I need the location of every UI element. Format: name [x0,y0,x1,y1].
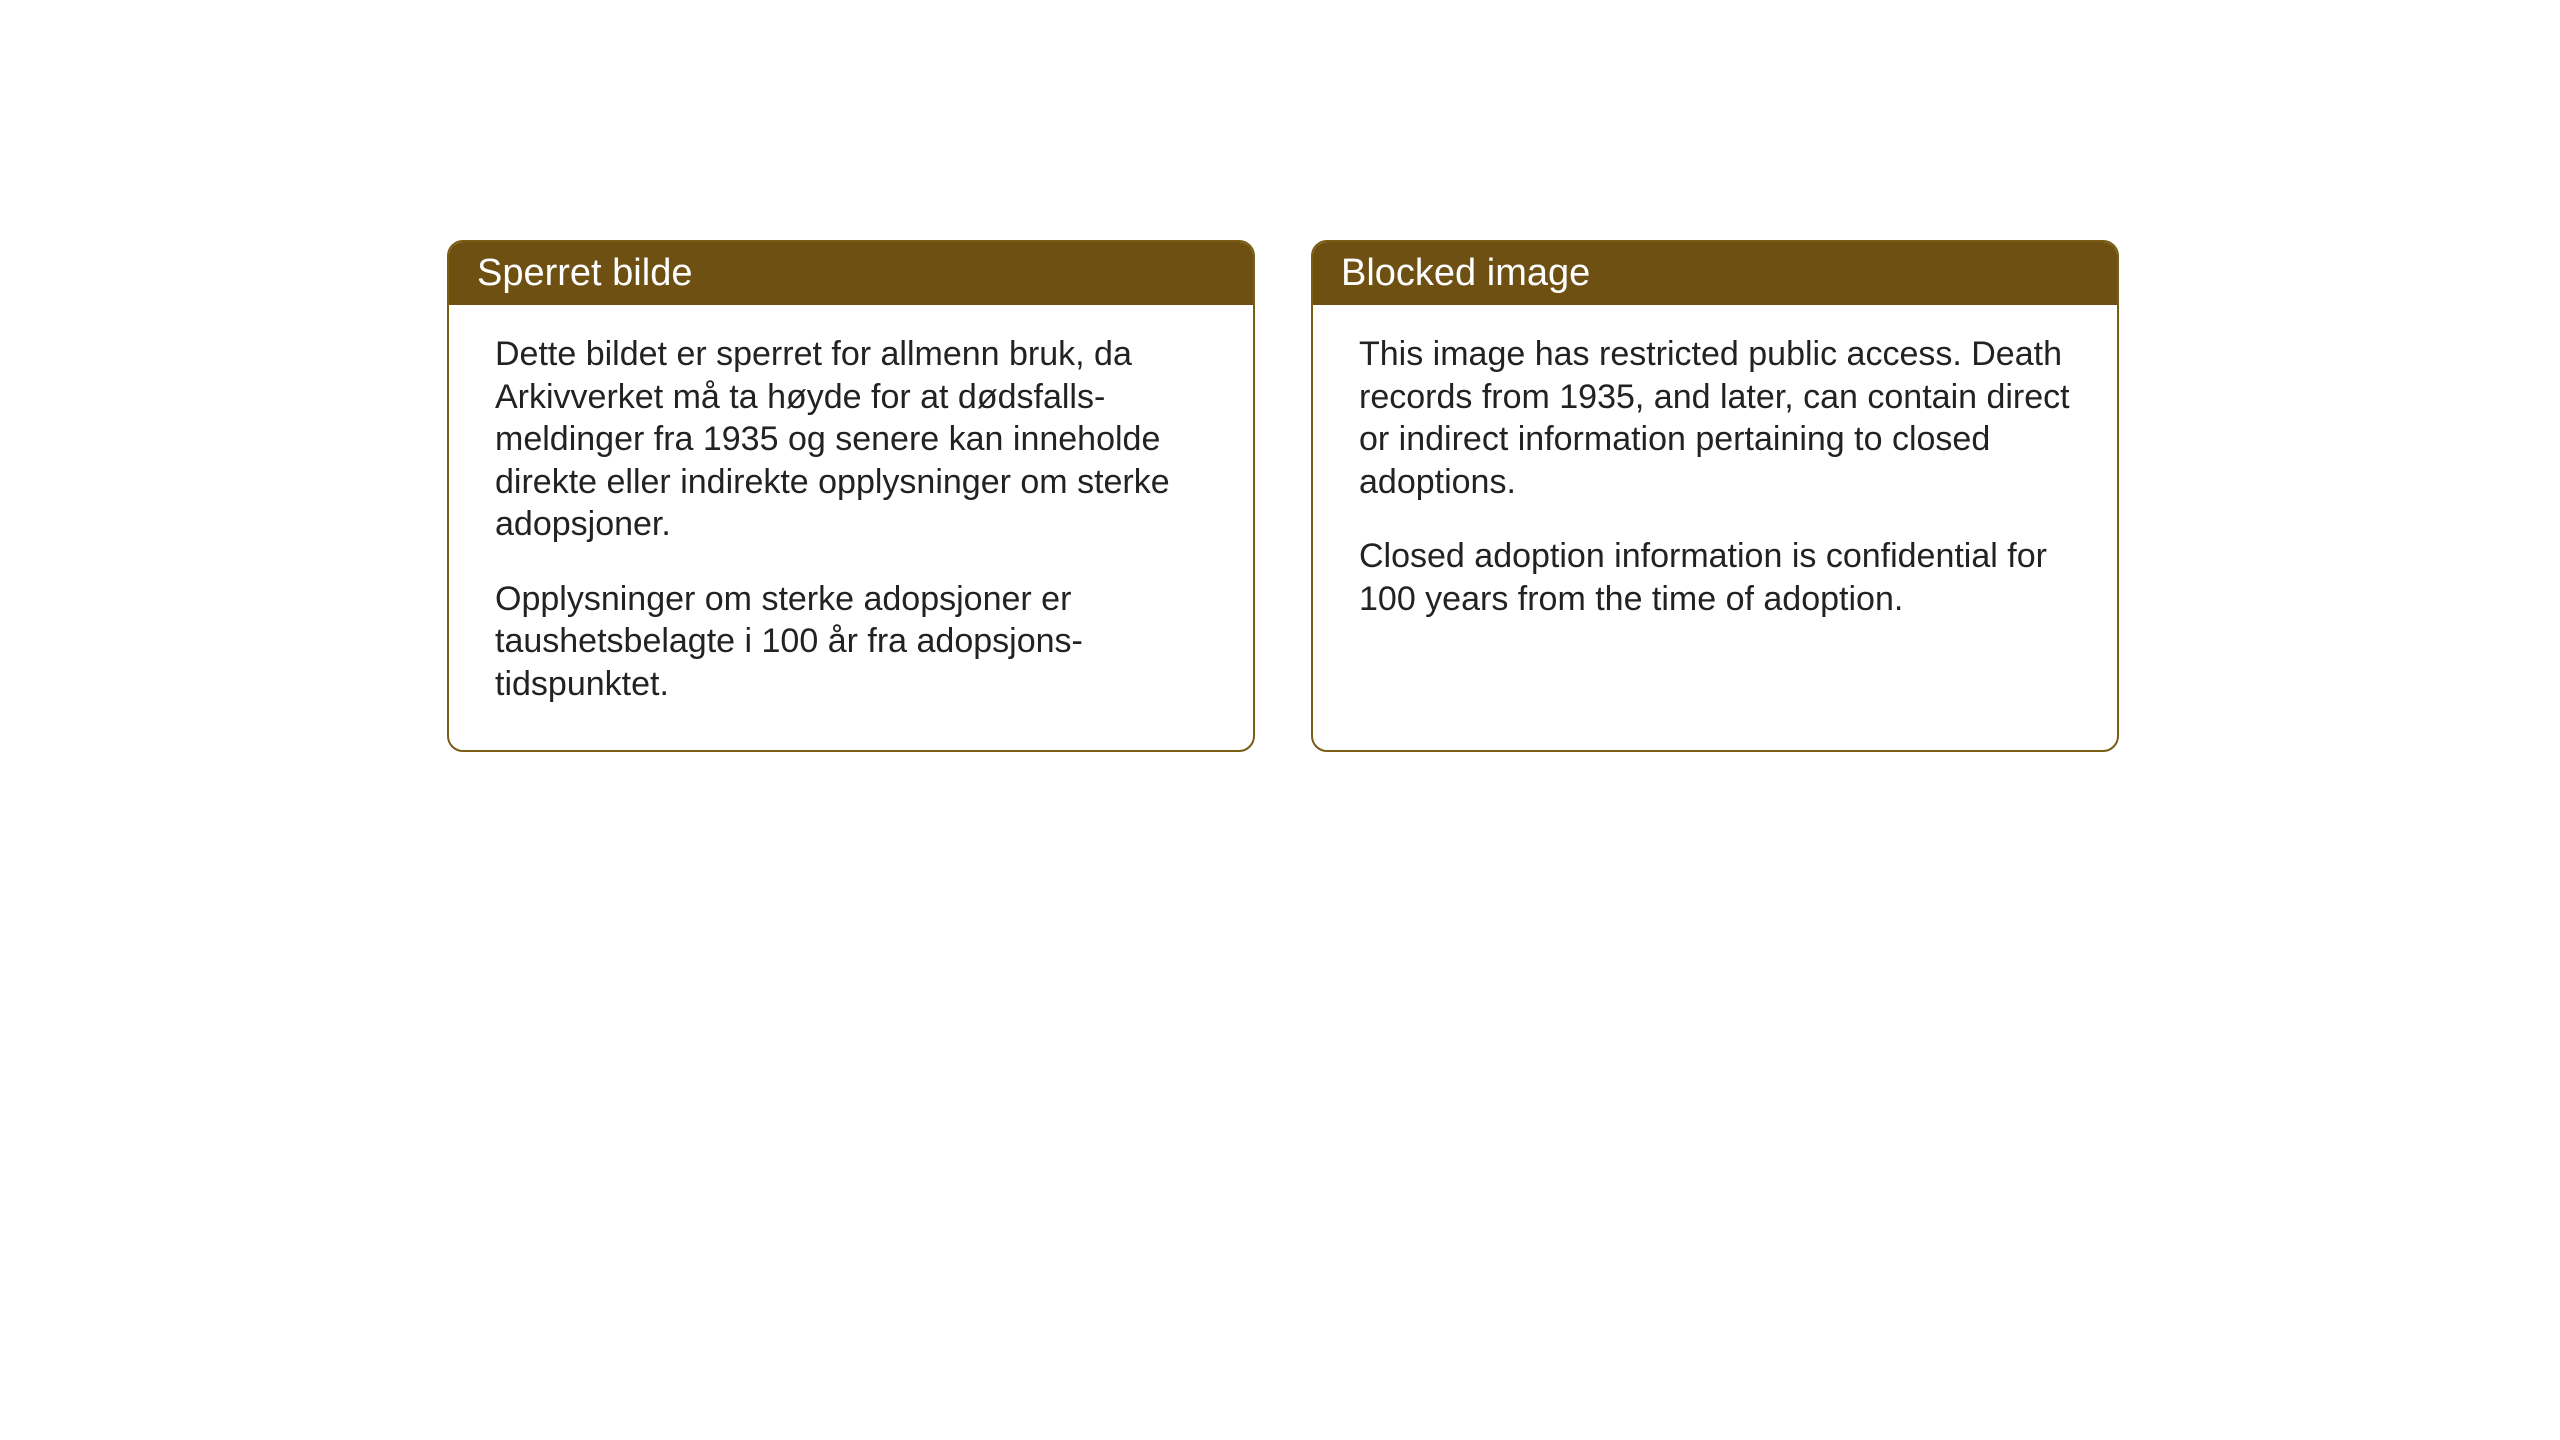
panel-header-english: Blocked image [1313,242,2117,305]
panel-paragraph: Closed adoption information is confident… [1359,535,2071,620]
panel-header-norwegian: Sperret bilde [449,242,1253,305]
notice-panel-english: Blocked image This image has restricted … [1311,240,2119,752]
panel-title: Sperret bilde [477,252,692,294]
panel-paragraph: This image has restricted public access.… [1359,333,2071,503]
panel-title: Blocked image [1341,252,1590,294]
panel-paragraph: Dette bildet er sperret for allmenn bruk… [495,333,1207,546]
notice-container: Sperret bilde Dette bildet er sperret fo… [447,240,2119,752]
panel-body-english: This image has restricted public access.… [1313,305,2117,656]
panel-paragraph: Opplysninger om sterke adopsjoner er tau… [495,578,1207,706]
notice-panel-norwegian: Sperret bilde Dette bildet er sperret fo… [447,240,1255,752]
panel-body-norwegian: Dette bildet er sperret for allmenn bruk… [449,305,1253,741]
